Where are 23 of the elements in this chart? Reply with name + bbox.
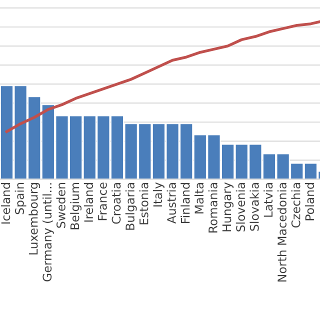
x-tick-label: Luxembourg bbox=[28, 183, 40, 254]
x-tick-label: Croatia bbox=[112, 183, 121, 224]
x-tick-label: Bulgaria bbox=[125, 183, 137, 230]
x-tick-label: Latvia bbox=[264, 183, 273, 217]
x-tick-label: Estonia bbox=[139, 183, 148, 224]
x-tick-label: Hungary bbox=[222, 182, 234, 232]
x-tick-label: Italy bbox=[152, 182, 164, 206]
x-tick-label: Belgium bbox=[70, 182, 82, 230]
x-tick-label: Ireland bbox=[84, 183, 94, 222]
x-tick-label: Poland bbox=[304, 183, 314, 220]
x-tick-label: Austria bbox=[166, 183, 176, 224]
x-tick-label: Romania bbox=[208, 183, 218, 232]
x-tick-label: North Macedonia bbox=[277, 183, 286, 282]
x-tick-label: Finland bbox=[180, 183, 190, 224]
x-tick-label: Germany (until... bbox=[42, 183, 54, 282]
x-tick-label: Slovakia bbox=[250, 183, 259, 231]
x-tick-label: Czechia bbox=[291, 183, 300, 228]
x-tick-label: France bbox=[98, 182, 107, 220]
x-tick-label: Sweden bbox=[56, 182, 66, 228]
x-tick-label: Malta bbox=[194, 183, 204, 214]
x-tick-label: Slovenia bbox=[236, 183, 246, 232]
x-tick-label: Spain bbox=[14, 182, 26, 214]
x-tick-label: Iceland bbox=[1, 183, 10, 224]
